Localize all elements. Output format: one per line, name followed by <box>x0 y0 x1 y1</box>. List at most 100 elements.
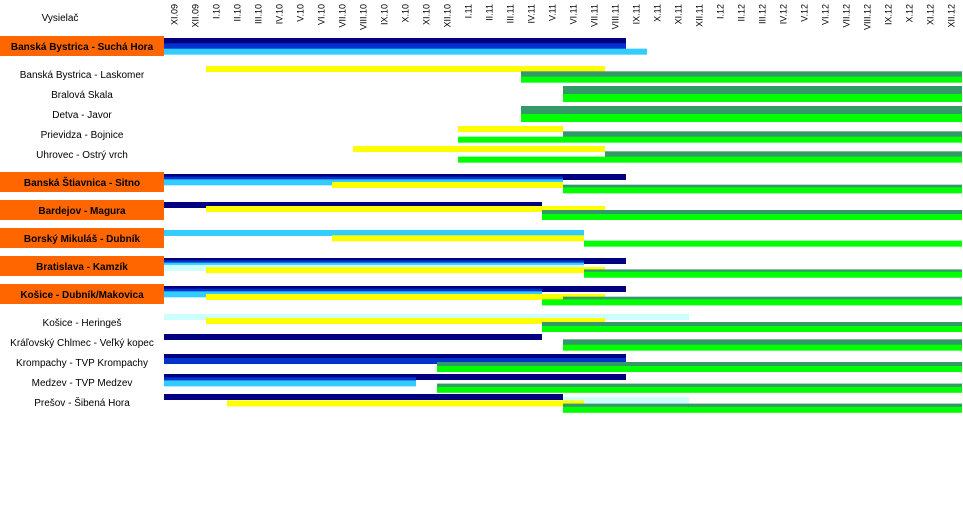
month-tick-label: VII.11 <box>590 4 600 27</box>
schedule-bar-cyan <box>164 230 584 236</box>
transmitter-label-highlighted: Košice - Dubník/Makovica <box>20 290 144 301</box>
transmitter-label-highlighted: Bardejov - Magura <box>38 206 126 217</box>
schedule-bar-lightcyan <box>563 397 689 404</box>
month-tick-label: II.12 <box>737 4 747 22</box>
chart-header: Vysielač <box>42 13 79 24</box>
schedule-bar-darkgreen <box>521 106 962 114</box>
highlight-cell <box>0 228 164 248</box>
month-tick-label: I.11 <box>464 4 474 18</box>
schedule-bar-darkgreen <box>563 339 962 346</box>
schedule-bar-yellow <box>206 294 605 300</box>
schedule-bar-green <box>584 271 962 278</box>
month-ticks: XI.09 XII.09 I.10 II.10 III.10 IV.10 V.10 VI.10… <box>170 4 957 30</box>
month-tick-label: XII.11 <box>695 4 705 27</box>
month-tick-label: X.10 <box>401 4 411 23</box>
transmitter-label: Košice - Heringeš <box>43 318 122 329</box>
transmitter-label: Krompachy - TVP Krompachy <box>16 358 148 369</box>
schedule-bar-darkgreen <box>563 131 962 138</box>
row-labels: Banská Bystrica - Suchá Hora Banská Bystr… <box>10 42 154 409</box>
schedule-bar-yellow <box>206 66 605 72</box>
month-tick-label: XII.10 <box>443 4 453 28</box>
month-tick-label: III.11 <box>506 4 516 23</box>
transmitter-label: Bralová Skala <box>51 90 113 101</box>
schedule-bar-green <box>542 326 962 332</box>
transmitter-label: Medzev - TVP Medzev <box>32 378 133 389</box>
month-tick-label: VI.11 <box>569 4 579 24</box>
month-tick-label: XI.09 <box>170 4 180 25</box>
schedule-bar-navy <box>164 38 626 44</box>
month-tick-label: VII.10 <box>338 4 348 28</box>
schedule-bar-cyan <box>164 48 647 55</box>
highlight-cell <box>0 284 164 304</box>
month-tick-label: II.10 <box>233 4 243 22</box>
schedule-bar-yellow <box>206 267 605 274</box>
schedule-bar-cyan <box>164 380 416 387</box>
month-tick-label: V.10 <box>296 4 306 22</box>
month-tick-label: XI.10 <box>422 4 432 25</box>
month-tick-label: XI.11 <box>674 4 684 24</box>
month-tick-label: I.10 <box>212 4 222 19</box>
month-tick-label: XI.12 <box>926 4 936 25</box>
schedule-bar-green <box>521 114 962 122</box>
month-tick-label: VI.10 <box>317 4 327 25</box>
month-tick-label: VIII.10 <box>359 4 369 30</box>
schedule-bar-green <box>458 136 962 143</box>
schedule-bar-darkgreen <box>563 86 962 94</box>
highlight-cell <box>0 172 164 192</box>
schedule-bar-green <box>437 386 962 393</box>
month-tick-label: VI.12 <box>821 4 831 25</box>
month-tick-label: XII.09 <box>191 4 201 28</box>
month-tick-label: V.12 <box>800 4 810 22</box>
schedule-bar-yellow <box>458 126 563 132</box>
month-tick-label: VIII.11 <box>611 4 621 29</box>
schedule-bar-yellow <box>227 400 584 407</box>
highlight-cell <box>0 200 164 220</box>
schedule-bar-green <box>458 156 962 163</box>
transmitter-label-highlighted: Bratislava - Kamzík <box>36 262 128 273</box>
schedule-bar-navy <box>164 202 542 208</box>
schedule-bar-green <box>437 366 962 372</box>
month-tick-label: VII.12 <box>842 4 852 28</box>
month-tick-label: X.12 <box>905 4 915 23</box>
schedule-bar-yellow <box>353 146 605 152</box>
header-label: Vysielač <box>42 13 79 24</box>
schedule-bar-blue <box>164 358 626 364</box>
transmitter-label: Prievidza - Bojnice <box>41 130 124 141</box>
schedule-bar-darkgreen <box>605 151 962 158</box>
schedule-bar-green <box>542 299 962 306</box>
transmitter-label: Banská Bystrica - Laskomer <box>20 70 145 81</box>
highlight-cell <box>0 36 164 56</box>
month-tick-label: V.11 <box>548 4 558 21</box>
schedule-bar-yellow <box>206 318 605 324</box>
month-tick-label: X.11 <box>653 4 663 22</box>
month-tick-label: IV.12 <box>779 4 789 24</box>
schedule-bar-darkgreen <box>521 71 962 78</box>
transmitter-label-highlighted: Borský Mikuláš - Dubník <box>24 234 141 245</box>
highlight-cell <box>0 256 164 276</box>
schedule-bar-darkgreen <box>542 322 962 328</box>
schedule-bar-blue <box>164 377 416 384</box>
schedule-bar-navy <box>164 334 542 340</box>
schedule-bar-green <box>542 214 962 220</box>
month-tick-label: III.10 <box>254 4 264 24</box>
month-tick-label: IX.12 <box>884 4 894 25</box>
schedule-bar-green <box>563 187 962 194</box>
bars <box>164 38 962 413</box>
schedule-bar-lightcyan <box>164 314 689 320</box>
month-tick-label: VIII.12 <box>863 4 873 30</box>
schedule-bar-darkgreen <box>437 383 962 390</box>
highlight-backgrounds <box>0 36 164 304</box>
schedule-bar-navy <box>164 374 626 380</box>
schedule-bar-blue <box>164 43 626 50</box>
month-tick-label: IX.11 <box>632 4 642 24</box>
schedule-bar-green <box>563 344 962 351</box>
month-tick-label: III.12 <box>758 4 768 24</box>
schedule-bar-darkgreen <box>563 403 962 410</box>
schedule-bar-green <box>584 240 962 247</box>
schedule-bar-darkgreen <box>437 362 962 368</box>
transmitter-label: Detva - Javor <box>52 110 112 121</box>
transmitter-label: Prešov - Šibená Hora <box>34 396 130 409</box>
schedule-bar-green <box>563 406 962 413</box>
transmitter-label: Kráľovský Chlmec - Veľký kopec <box>10 338 154 349</box>
